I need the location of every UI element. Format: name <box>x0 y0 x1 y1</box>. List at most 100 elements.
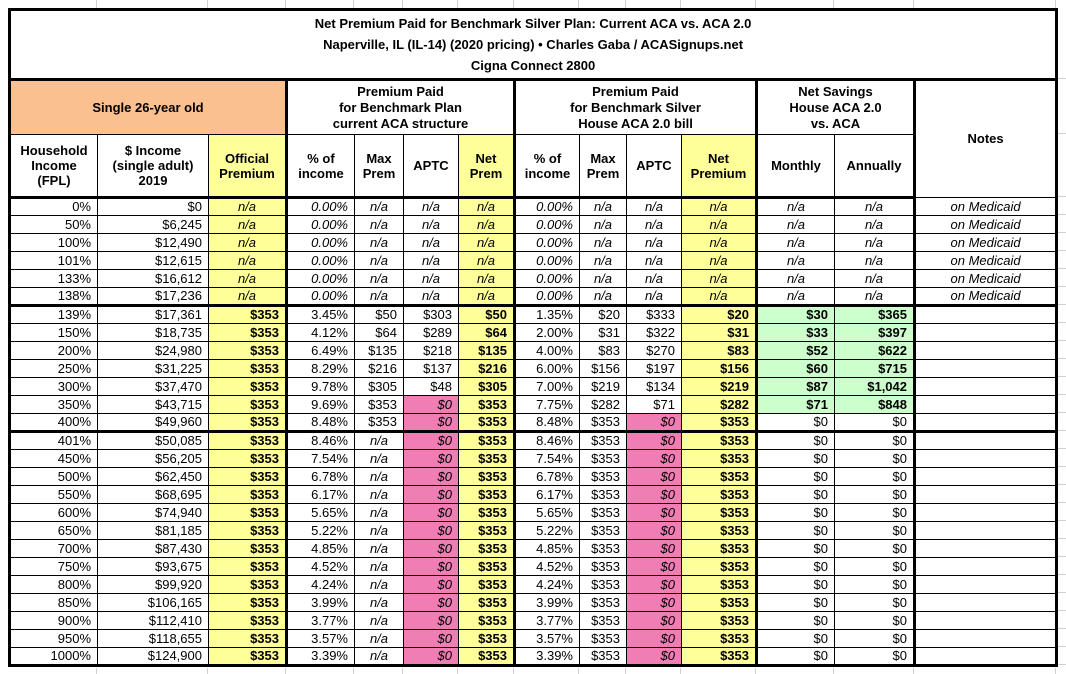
cell-r-pct: 3.57% <box>513 629 580 648</box>
cell-r-max: $156 <box>579 359 627 378</box>
cell-r-aptc: $322 <box>626 323 682 342</box>
table-row: 401% $50,085 $353 8.46% n/a $0 $353 8.46% $353 $0… <box>9 430 1058 450</box>
cell-l-max: n/a <box>354 197 404 216</box>
cell-r-net: $353 <box>681 611 757 630</box>
gridline-tick <box>1058 520 1066 521</box>
cell-official: $353 <box>208 503 287 522</box>
cell-fpl: 150% <box>9 323 98 342</box>
cell-r-max: n/a <box>579 215 627 234</box>
cell-l-net: $353 <box>458 539 515 558</box>
cell-annually: $0 <box>834 467 915 486</box>
gridline-tick <box>1058 646 1066 647</box>
gridline-tick <box>578 668 579 674</box>
cell-r-pct: 7.00% <box>513 377 580 396</box>
cell-l-aptc: n/a <box>403 287 459 306</box>
cell-fpl: 550% <box>9 485 98 504</box>
cell-official: $353 <box>208 341 287 360</box>
cell-l-max: n/a <box>354 539 404 558</box>
cell-r-aptc: $0 <box>626 485 682 504</box>
cell-l-net: $353 <box>458 593 515 612</box>
cell-l-net: $353 <box>458 467 515 486</box>
cell-r-max: n/a <box>579 197 627 216</box>
cell-r-net: $353 <box>681 629 757 648</box>
column-header-annually: Annually <box>834 134 915 199</box>
cell-l-net: $305 <box>458 377 515 396</box>
cell-l-pct: 6.17% <box>285 485 355 504</box>
cell-l-max: $353 <box>354 395 404 414</box>
table-row: 100% $12,490 n/a 0.00% n/a n/a n/a 0.00% n/a n/a n… <box>9 233 1058 252</box>
gridline-tick <box>913 0 914 8</box>
cell-annually: n/a <box>834 215 915 234</box>
cell-monthly: $87 <box>755 377 835 396</box>
cell-fpl: 350% <box>9 395 98 414</box>
cell-annually: n/a <box>834 197 915 216</box>
cell-r-max: $353 <box>579 449 627 468</box>
cell-l-aptc: n/a <box>403 215 459 234</box>
cell-fpl: 100% <box>9 233 98 252</box>
gridline-tick <box>1058 574 1066 575</box>
cell-income: $24,980 <box>97 341 209 360</box>
cell-r-max: n/a <box>579 233 627 252</box>
cell-l-net: n/a <box>458 233 515 252</box>
cell-official: $353 <box>208 485 287 504</box>
cell-official: $353 <box>208 467 287 486</box>
column-header-net-premium-aca2: Net Premium <box>681 134 757 199</box>
cell-l-max: n/a <box>354 503 404 522</box>
cell-monthly: $60 <box>755 359 835 378</box>
cell-r-aptc: $0 <box>626 521 682 540</box>
cell-r-pct: 3.39% <box>513 647 580 666</box>
cell-income: $18,735 <box>97 323 209 342</box>
table-plan-name: Cigna Connect 2800 <box>470 58 596 73</box>
cell-l-net: $353 <box>458 430 515 450</box>
table-row: 600% $74,940 $353 5.65% n/a $0 $353 5.65% $353 $0… <box>9 503 1058 522</box>
cell-l-aptc: $0 <box>403 521 459 540</box>
cell-l-aptc: $289 <box>403 323 459 342</box>
cell-l-aptc: $218 <box>403 341 459 360</box>
cell-official: $353 <box>208 611 287 630</box>
cell-r-pct: 5.22% <box>513 521 580 540</box>
table-row: 700% $87,430 $353 4.85% n/a $0 $353 4.85% $353 $0… <box>9 539 1058 558</box>
table-row: 300% $37,470 $353 9.78% $305 $48 $305 7.00% $219… <box>9 377 1058 396</box>
cell-r-pct: 5.65% <box>513 503 580 522</box>
cell-r-max: $353 <box>579 629 627 648</box>
cell-monthly: $0 <box>755 467 835 486</box>
cell-income: $43,715 <box>97 395 209 414</box>
cell-l-pct: 5.22% <box>285 521 355 540</box>
gridline-tick <box>680 0 681 8</box>
cell-note <box>912 449 1058 468</box>
cell-l-aptc: $0 <box>403 449 459 468</box>
gridline-tick <box>1058 394 1066 395</box>
cell-r-pct: 8.48% <box>513 413 580 432</box>
cell-r-max: $353 <box>579 413 627 432</box>
cell-l-aptc: $0 <box>403 629 459 648</box>
cell-r-pct: 0.00% <box>513 269 580 288</box>
cell-l-pct: 8.46% <box>285 430 355 450</box>
cell-l-pct: 0.00% <box>285 287 355 306</box>
cell-official: n/a <box>208 269 287 288</box>
gridline-tick <box>625 668 626 674</box>
cell-r-aptc: $0 <box>626 629 682 648</box>
cell-r-net: $353 <box>681 521 757 540</box>
cell-r-max: $83 <box>579 341 627 360</box>
cell-monthly: $0 <box>755 503 835 522</box>
cell-official: $353 <box>208 377 287 396</box>
cell-l-max: n/a <box>354 449 404 468</box>
table-row: 350% $43,715 $353 9.69% $353 $0 $353 7.75% $282 $… <box>9 395 1058 414</box>
cell-r-pct: 0.00% <box>513 233 580 252</box>
cell-income: $16,612 <box>97 269 209 288</box>
cell-l-max: n/a <box>354 647 404 666</box>
table-row: 500% $62,450 $353 6.78% n/a $0 $353 6.78% $353 $0… <box>9 467 1058 486</box>
cell-l-aptc: $303 <box>403 304 459 324</box>
cell-fpl: 950% <box>9 629 98 648</box>
cell-l-net: $353 <box>458 449 515 468</box>
cell-l-net: $50 <box>458 304 515 324</box>
cell-note: on Medicaid <box>912 233 1058 252</box>
cell-income: $62,450 <box>97 467 209 486</box>
cell-official: $353 <box>208 575 287 594</box>
cell-fpl: 139% <box>9 304 98 324</box>
cell-l-net: $353 <box>458 557 515 576</box>
cell-annually: $365 <box>834 304 915 324</box>
cell-l-max: n/a <box>354 287 404 306</box>
cell-r-aptc: $197 <box>626 359 682 378</box>
group-header-current-aca: Premium Paid for Benchmark Plan current … <box>285 79 515 135</box>
